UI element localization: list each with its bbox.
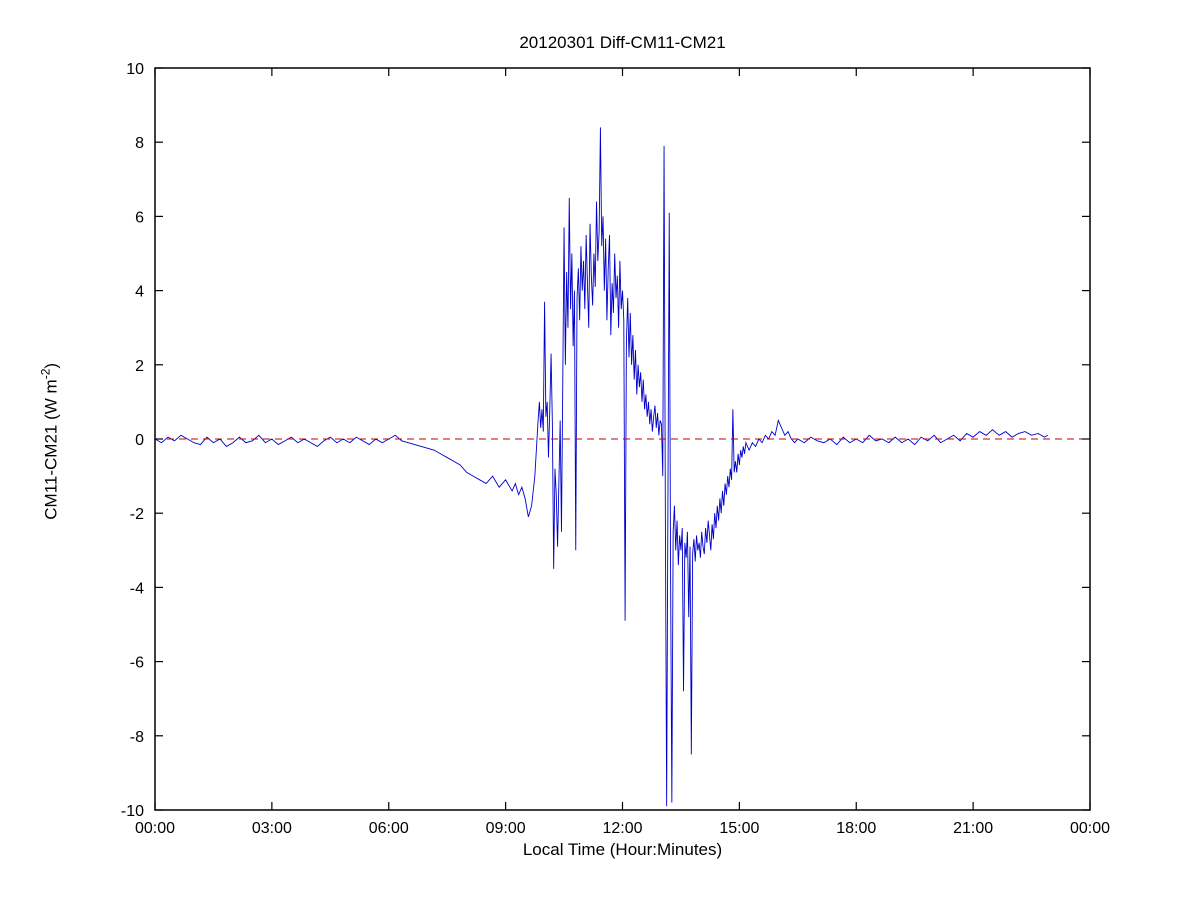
y-tick-label: 6 — [135, 209, 144, 226]
y-axis-label-main: CM11-CM21 (W m — [41, 379, 61, 520]
y-tick-label: -2 — [130, 506, 144, 523]
y-tick-label: -8 — [130, 729, 144, 746]
x-tick-label: 00:00 — [135, 820, 175, 837]
x-tick-label: 18:00 — [836, 820, 876, 837]
y-tick-label: -10 — [121, 803, 144, 820]
y-tick-label: 4 — [135, 284, 144, 301]
y-tick-label: -6 — [130, 655, 144, 672]
x-tick-label: 09:00 — [486, 820, 526, 837]
x-tick-label: 03:00 — [252, 820, 292, 837]
y-axis-label: CM11-CM21 (W m-2) — [39, 111, 62, 771]
chart-title: 20120301 Diff-CM11-CM21 — [519, 33, 726, 52]
y-tick-label: 2 — [135, 358, 144, 375]
y-tick-label: -4 — [130, 580, 144, 597]
x-tick-label: 00:00 — [1070, 820, 1110, 837]
x-tick-label: 12:00 — [602, 820, 642, 837]
y-tick-label: 8 — [135, 135, 144, 152]
x-tick-label: 06:00 — [369, 820, 409, 837]
x-axis-label: Local Time (Hour:Minutes) — [522, 840, 723, 859]
x-tick-label: 21:00 — [953, 820, 993, 837]
y-axis-label-end: ) — [41, 362, 61, 369]
y-tick-label: 10 — [126, 61, 144, 78]
data-series-line — [154, 127, 1049, 807]
y-axis-label-superscript: -2 — [38, 368, 53, 380]
y-tick-label: 0 — [135, 432, 144, 449]
x-tick-label: 15:00 — [719, 820, 759, 837]
